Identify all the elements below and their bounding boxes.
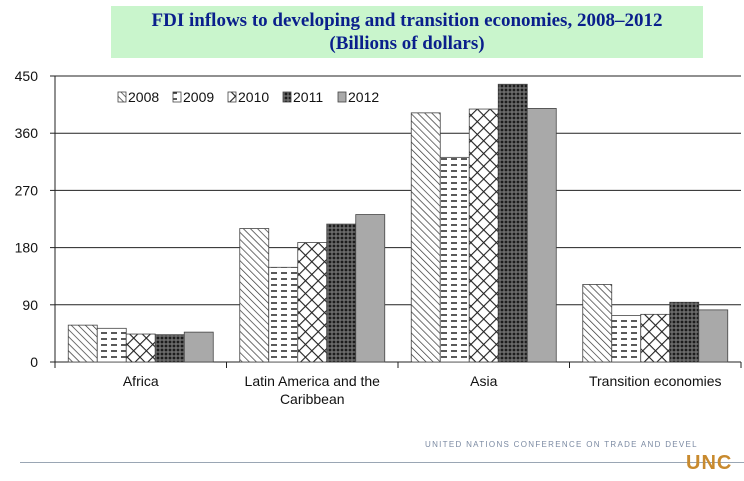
y-tick-label: 180 (15, 240, 39, 256)
bar-2010 (297, 242, 328, 363)
x-tick-label: Latin America and the Caribbean (245, 373, 381, 407)
fdi-bar-chart: 0 90 180 270 360 450 Africa Latin America and t… (15, 68, 742, 407)
bar-2008 (67, 324, 98, 363)
bar-2012 (355, 214, 386, 363)
footer-logo: UNC (686, 452, 733, 474)
chart-title-box: FDI inflows to developing and transition… (111, 6, 703, 58)
legend-label: 2009 (183, 89, 214, 105)
x-tick-label: Asia (470, 373, 497, 389)
x-tick-label: Transition economies (589, 373, 722, 389)
legend-label: 2012 (348, 89, 379, 105)
bar-2008 (582, 284, 613, 363)
bar-2008 (410, 112, 441, 363)
bar-2011 (326, 223, 357, 363)
bar-2008 (239, 228, 270, 363)
footer-org-text: UNITED NATIONS CONFERENCE ON TRADE AND D… (425, 440, 698, 449)
bar-2009 (96, 327, 127, 363)
y-tick-label: 450 (15, 68, 39, 84)
legend-swatch-2009 (172, 91, 182, 103)
legend-swatch-2011 (282, 91, 292, 103)
chart-title: FDI inflows to developing and transition… (151, 10, 663, 31)
bar-2010 (468, 108, 499, 363)
bar-2010 (640, 313, 671, 363)
bar-2011 (669, 301, 700, 363)
chart-subtitle: (Billions of dollars) (329, 33, 485, 54)
legend-label: 2011 (293, 89, 323, 105)
footer-divider (20, 462, 744, 463)
legend-swatch-2012 (337, 91, 347, 103)
y-tick-label: 90 (22, 297, 38, 313)
legend-label: 2010 (238, 89, 269, 105)
y-tick-label: 0 (30, 354, 38, 370)
bar-2012 (183, 331, 214, 363)
bar-2011 (154, 334, 185, 363)
legend-swatch-2010 (227, 91, 237, 103)
legend-label: 2008 (128, 89, 159, 105)
bar-2012 (526, 108, 557, 363)
bar-2012 (698, 309, 729, 363)
bar-2010 (125, 333, 156, 363)
legend-swatch-2008 (117, 91, 127, 103)
x-tick-label: Africa (123, 373, 159, 389)
y-tick-label: 360 (15, 125, 39, 141)
bar-2009 (268, 266, 299, 363)
bar-2009 (611, 315, 642, 363)
bar-2009 (439, 156, 470, 363)
y-tick-label: 270 (15, 182, 39, 198)
bar-2011 (497, 83, 528, 363)
